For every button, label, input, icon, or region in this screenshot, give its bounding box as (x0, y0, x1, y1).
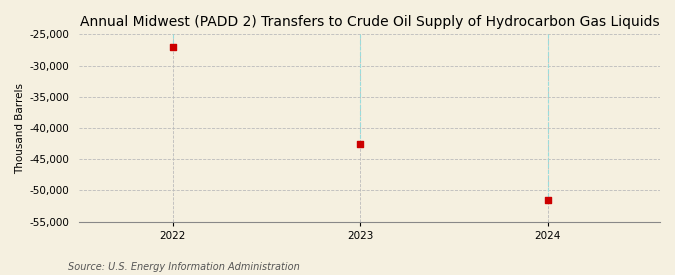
Point (542, 198, 553, 202)
Title: Annual Midwest (PADD 2) Transfers to Crude Oil Supply of Hydrocarbon Gas Liquids: Annual Midwest (PADD 2) Transfers to Cru… (80, 15, 659, 29)
Y-axis label: Thousand Barrels: Thousand Barrels (15, 82, 25, 174)
Text: Source: U.S. Energy Information Administration: Source: U.S. Energy Information Administ… (68, 262, 299, 272)
Point (167, 45, 178, 49)
Point (354, 141, 365, 146)
